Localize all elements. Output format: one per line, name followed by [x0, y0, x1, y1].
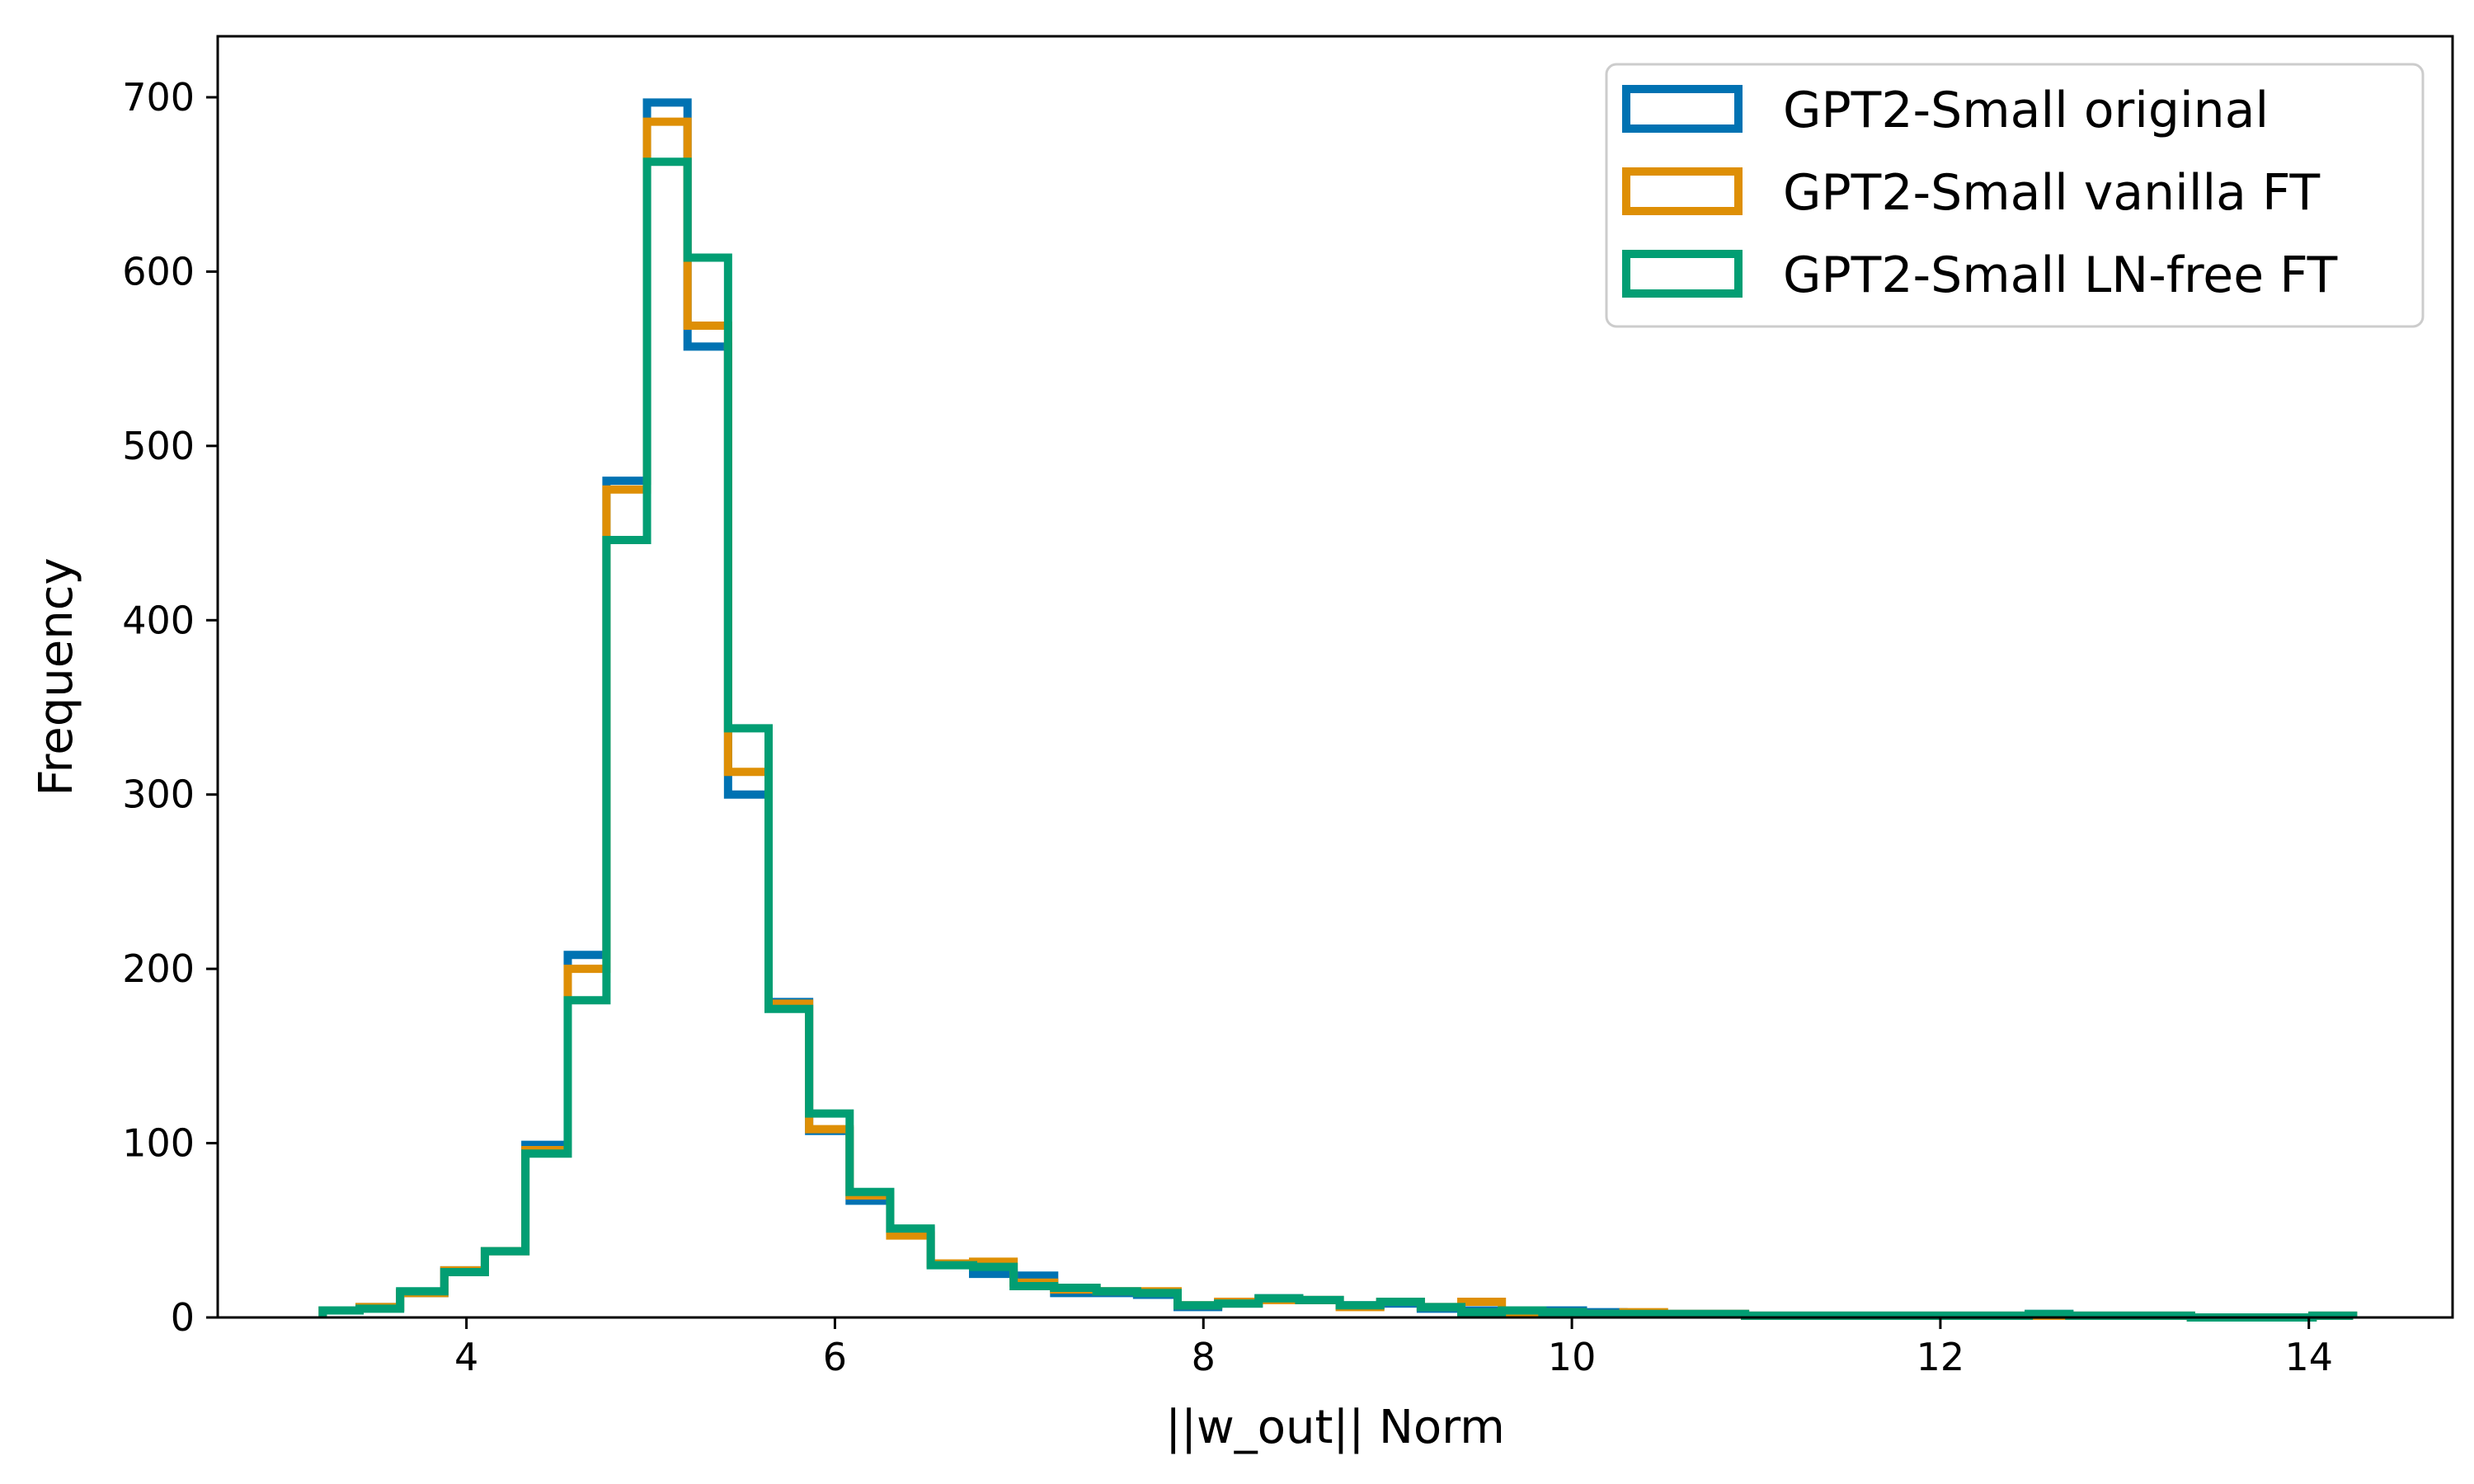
x-tick-label: 4	[454, 1335, 478, 1379]
legend-swatch	[1622, 167, 1743, 215]
histogram-series-layer	[318, 98, 2358, 1322]
legend-label: GPT2-Small original	[1783, 82, 2269, 139]
x-tick-label: 8	[1192, 1335, 1216, 1379]
y-tick-label: 100	[122, 1121, 195, 1166]
y-tick-label: 0	[171, 1295, 195, 1340]
y-tick-label: 700	[122, 75, 195, 120]
legend-swatch	[1622, 250, 1743, 298]
y-tick-label: 600	[122, 249, 195, 294]
y-tick-label: 400	[122, 598, 195, 642]
series-step-3	[318, 157, 2358, 1322]
x-tick-label: 10	[1548, 1335, 1597, 1379]
x-tick-label: 12	[1917, 1335, 1965, 1379]
plot-frame	[216, 35, 2454, 1319]
x-axis-ticks: 4 6 8 10 12 14	[454, 1317, 2333, 1379]
y-tick-label: 300	[122, 773, 195, 817]
x-tick-label: 14	[2284, 1335, 2333, 1379]
legend-frame	[1605, 63, 2425, 328]
y-tick-label: 200	[122, 946, 195, 991]
x-tick-label: 6	[823, 1335, 847, 1379]
legend-label: GPT2-Small vanilla FT	[1783, 164, 2320, 222]
legend-swatch	[1622, 85, 1743, 133]
y-tick-label: 500	[122, 424, 195, 468]
x-axis-label: ||w_out|| Norm	[1165, 1401, 1505, 1454]
legend: GPT2-Small original GPT2-Small vanilla FT…	[1605, 63, 2425, 328]
y-axis-ticks: 0 100 200 300 400 500 600 700	[122, 75, 218, 1340]
legend-label: GPT2-Small LN-free FT	[1783, 247, 2338, 304]
y-axis-label: Frequency	[30, 557, 83, 796]
